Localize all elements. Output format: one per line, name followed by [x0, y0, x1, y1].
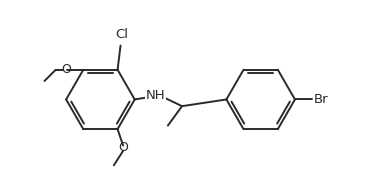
Text: Cl: Cl — [115, 28, 128, 41]
Text: Br: Br — [314, 93, 328, 106]
Text: O: O — [61, 63, 71, 76]
Text: O: O — [118, 141, 128, 154]
Text: NH: NH — [146, 89, 165, 102]
